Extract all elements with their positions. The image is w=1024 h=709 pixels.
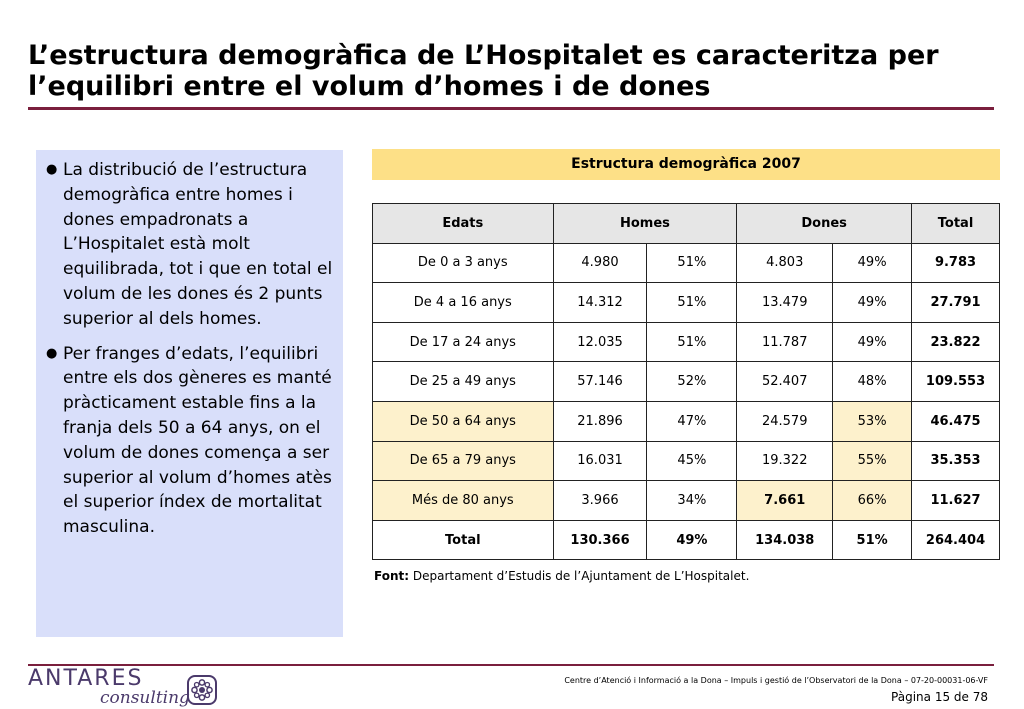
- source-label: Font:: [374, 569, 410, 583]
- table-row: Més de 80 anys 3.966 34% 7.661 66% 11.62…: [372, 480, 1000, 521]
- cell-homes: 14.312: [552, 282, 648, 323]
- table-title: Estructura demogràfica 2007: [372, 149, 1000, 180]
- table-row: De 65 a 79 anys 16.031 45% 19.322 55% 35…: [372, 440, 1000, 482]
- cell-edat: De 17 a 24 anys: [372, 321, 554, 363]
- header-edats: Edats: [372, 203, 554, 244]
- table-row: De 25 a 49 anys 57.146 52% 52.407 48% 10…: [372, 361, 1000, 402]
- cell-total: 11.627: [911, 480, 1000, 521]
- cell-homes-pct: 49%: [646, 519, 738, 561]
- source-text: Departament d’Estudis de l’Ajuntament de…: [409, 569, 750, 583]
- cell-dones: 52.407: [736, 361, 834, 402]
- cell-edat: De 25 a 49 anys: [372, 361, 554, 402]
- cell-edat: De 4 a 16 anys: [372, 282, 554, 323]
- table-row: De 0 a 3 anys 4.980 51% 4.803 49% 9.783: [372, 242, 1000, 284]
- table-row: De 17 a 24 anys 12.035 51% 11.787 49% 23…: [372, 321, 1000, 363]
- footer-divider: [28, 664, 994, 666]
- logo-main-text: ANTARES: [28, 666, 144, 691]
- flower-logo-icon: [187, 675, 217, 705]
- cell-dones-pct: 49%: [832, 321, 913, 363]
- cell-homes: 130.366: [552, 519, 648, 561]
- cell-dones: 4.803: [736, 242, 834, 284]
- cell-total: 109.553: [911, 361, 1000, 402]
- bullet-text: La distribució de l’estructura demogràfi…: [63, 160, 333, 329]
- header-homes: Homes: [552, 203, 738, 244]
- cell-dones: 24.579: [736, 400, 834, 442]
- cell-total: 23.822: [911, 321, 1000, 363]
- cell-homes: 57.146: [552, 361, 648, 402]
- table-row: De 50 a 64 anys 21.896 47% 24.579 53% 46…: [372, 400, 1000, 442]
- bullet-list: ● La distribució de l’estructura demogràf…: [46, 158, 335, 540]
- cell-homes-pct: 45%: [646, 440, 738, 482]
- cell-dones: 13.479: [736, 282, 834, 323]
- bullet-text: Per franges d’edats, l’equilibri entre e…: [63, 343, 332, 538]
- cell-total: 35.353: [911, 440, 1000, 482]
- page-number: Pàgina 15 de 78: [891, 690, 988, 704]
- cell-edat: De 50 a 64 anys: [372, 400, 554, 442]
- cell-dones-pct: 51%: [832, 519, 913, 561]
- cell-total: 9.783: [911, 242, 1000, 284]
- cell-homes: 4.980: [552, 242, 648, 284]
- table-header-row: Edats Homes Dones Total: [372, 203, 1000, 244]
- cell-total: 27.791: [911, 282, 1000, 323]
- cell-homes-pct: 47%: [646, 400, 738, 442]
- header-dones: Dones: [736, 203, 913, 244]
- bullet-panel: ● La distribució de l’estructura demogràf…: [36, 150, 343, 637]
- cell-edat: De 65 a 79 anys: [372, 440, 554, 482]
- cell-dones-pct: 53%: [832, 400, 913, 442]
- bullet-item: ● La distribució de l’estructura demogràf…: [46, 158, 335, 332]
- footer-project-line: Centre d’Atenció i Informació a la Dona …: [564, 676, 988, 685]
- cell-edat: De 0 a 3 anys: [372, 242, 554, 284]
- header-total: Total: [911, 203, 1000, 244]
- source-note: Font: Departament d’Estudis de l’Ajuntam…: [374, 569, 749, 583]
- cell-edat: Total: [372, 519, 554, 561]
- cell-homes-pct: 52%: [646, 361, 738, 402]
- cell-homes-pct: 51%: [646, 242, 738, 284]
- cell-homes-pct: 34%: [646, 480, 738, 521]
- cell-dones: 134.038: [736, 519, 834, 561]
- table-total-row: Total 130.366 49% 134.038 51% 264.404: [372, 519, 1000, 561]
- cell-homes-pct: 51%: [646, 282, 738, 323]
- cell-dones: 7.661: [736, 480, 834, 521]
- bullet-dot-icon: ●: [46, 345, 58, 361]
- table-row: De 4 a 16 anys 14.312 51% 13.479 49% 27.…: [372, 282, 1000, 323]
- cell-homes: 21.896: [552, 400, 648, 442]
- cell-total: 264.404: [911, 519, 1000, 561]
- cell-dones-pct: 48%: [832, 361, 913, 402]
- cell-dones-pct: 49%: [832, 242, 913, 284]
- cell-homes: 16.031: [552, 440, 648, 482]
- company-logo: ANTARES consulting: [28, 666, 190, 709]
- cell-edat: Més de 80 anys: [372, 480, 554, 521]
- cell-total: 46.475: [911, 400, 1000, 442]
- logo-sub-text: consulting: [100, 688, 190, 708]
- cell-homes: 3.966: [552, 480, 648, 521]
- page-title: L’estructura demogràfica de L’Hospitalet…: [28, 40, 939, 102]
- bullet-item: ● Per franges d’edats, l’equilibri entre …: [46, 342, 335, 540]
- cell-dones-pct: 49%: [832, 282, 913, 323]
- cell-dones: 11.787: [736, 321, 834, 363]
- cell-homes-pct: 51%: [646, 321, 738, 363]
- cell-dones: 19.322: [736, 440, 834, 482]
- cell-homes: 12.035: [552, 321, 648, 363]
- title-divider: [28, 107, 994, 110]
- demographics-table: Edats Homes Dones Total De 0 a 3 anys 4.…: [372, 203, 1000, 561]
- cell-dones-pct: 55%: [832, 440, 913, 482]
- cell-dones-pct: 66%: [832, 480, 913, 521]
- bullet-dot-icon: ●: [46, 162, 58, 177]
